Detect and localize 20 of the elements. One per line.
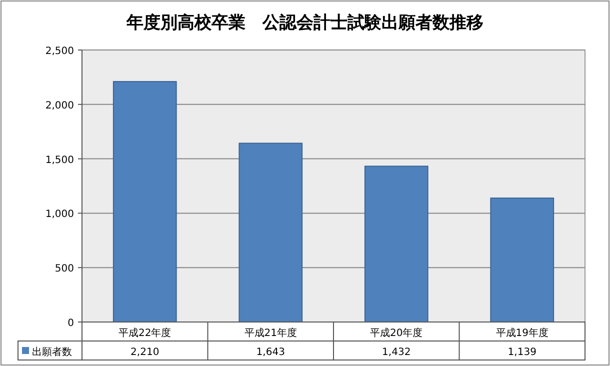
x-tick-label: 平成20年度 <box>370 327 423 339</box>
data-label: 1,432 <box>382 347 411 358</box>
data-label: 1,139 <box>508 347 536 358</box>
bar <box>112 81 177 322</box>
y-tick-label: 2,500 <box>45 46 74 57</box>
bar <box>364 166 428 322</box>
bar <box>490 198 554 322</box>
legend-label: 出願者数 <box>32 346 72 358</box>
x-tick-label: 平成22年度 <box>118 327 172 339</box>
y-tick-label: 500 <box>54 264 74 275</box>
data-label: 1,643 <box>256 347 285 358</box>
chart-title: 年度別高校卒業 公認会計士試験出願者数推移 <box>126 13 484 33</box>
y-tick-label: 0 <box>68 318 74 329</box>
data-label: 2,210 <box>130 347 160 358</box>
bar <box>238 142 303 322</box>
x-tick-label: 平成19年度 <box>496 327 548 339</box>
y-tick-label: 1,500 <box>45 154 74 166</box>
y-tick-label: 2,000 <box>45 100 74 112</box>
y-tick-label: 1,000 <box>45 209 74 220</box>
x-tick-label: 平成21年度 <box>244 327 297 339</box>
